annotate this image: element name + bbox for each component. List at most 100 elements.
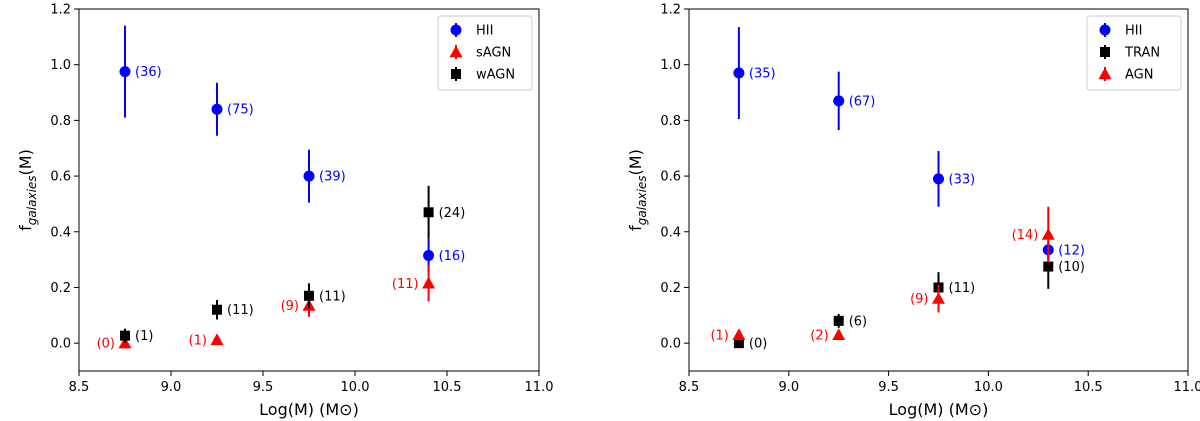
- data-point: [1041, 228, 1055, 240]
- x-tick-label: 8.5: [69, 380, 90, 395]
- x-axis-label: Log(M) (M⊙): [889, 400, 989, 419]
- legend-label-agn: AGN: [1125, 68, 1153, 83]
- x-tick-label: 9.5: [878, 380, 899, 395]
- legend-marker-hii: [450, 24, 462, 36]
- y-axis-label-sub: galaxies: [25, 175, 39, 225]
- y-tick-label: 0.0: [660, 337, 681, 352]
- data-label: (67): [849, 94, 876, 109]
- x-tick-label: 10.0: [341, 380, 370, 395]
- data-point: [833, 315, 844, 326]
- y-tick-label: 1.0: [660, 58, 681, 73]
- data-label: (11): [392, 277, 419, 292]
- data-label: (12): [1058, 243, 1085, 258]
- data-point: [304, 290, 314, 301]
- data-label: (36): [135, 65, 162, 80]
- y-tick-label: 0.6: [660, 170, 681, 185]
- data-label: (24): [439, 206, 466, 221]
- y-tick-label: 1.2: [660, 3, 681, 18]
- data-label: (39): [319, 170, 346, 185]
- y-tick-label: 0.4: [660, 225, 681, 240]
- y-tick-label: 0.2: [660, 281, 681, 296]
- x-tick-label: 11.0: [1174, 380, 1200, 395]
- legend: HII TRAN AGN: [1086, 15, 1182, 91]
- data-label: (10): [1058, 260, 1085, 275]
- data-point: [423, 249, 435, 261]
- x-tick-label: 11.0: [525, 380, 554, 395]
- data-point: [303, 170, 315, 182]
- data-point: [1043, 261, 1054, 272]
- x-axis-label: Log(M) (M⊙): [259, 400, 359, 419]
- data-point: [212, 304, 222, 315]
- x-tick-label: 9.0: [161, 380, 182, 395]
- legend-label-hii: HII: [1125, 24, 1142, 39]
- data-point: [933, 173, 944, 185]
- series-wagn: (1) (11) (11) (24): [120, 185, 466, 344]
- legend: HII sAGN wAGN: [437, 15, 533, 91]
- y-tick-label: 1.0: [50, 58, 71, 73]
- data-label: (75): [227, 103, 254, 118]
- data-point: [119, 66, 131, 78]
- x-tick-label: 9.0: [778, 380, 799, 395]
- y-axis-label-sub: galaxies: [635, 175, 649, 225]
- x-tick-label: 10.5: [433, 380, 462, 395]
- data-label: (33): [949, 172, 976, 187]
- legend-frame: [437, 15, 533, 91]
- data-label: (11): [319, 289, 346, 304]
- plot-frame: [78, 8, 540, 372]
- legend-marker-tran: [1100, 47, 1110, 57]
- x-tick-label: 8.5: [679, 380, 700, 395]
- legend-marker-agn: [1098, 67, 1112, 80]
- y-tick-label: 1.2: [50, 3, 71, 18]
- y-tick-label: 0.8: [660, 114, 681, 129]
- x-tick-label: 10.5: [1074, 380, 1103, 395]
- legend-label-wagn: wAGN: [476, 68, 515, 83]
- data-label: (16): [439, 249, 466, 264]
- y-tick-label: 0.6: [50, 170, 71, 185]
- plot-panel-1: 8.5 9.0 9.5 10.0 10.5 11.0 0.0 0.2 0.4 0.6 0.8 1.0 1…: [16, 3, 553, 420]
- data-point: [422, 276, 436, 289]
- data-point: [210, 333, 224, 346]
- y-tick-label: 0.8: [50, 114, 71, 129]
- legend-frame: [1086, 15, 1182, 91]
- legend-marker-wagn: [451, 69, 461, 79]
- y-axis-label-main: f: [16, 225, 35, 231]
- data-point: [833, 95, 845, 107]
- data-label: (9): [910, 292, 928, 307]
- y-axis-label-tail: (M): [626, 149, 645, 175]
- data-point: [423, 207, 434, 218]
- legend-label-sagn: sAGN: [476, 46, 511, 61]
- data-label: (1): [710, 328, 728, 343]
- y-axis-label: fgalaxies(M): [16, 149, 39, 231]
- y-tick-label: 0.4: [50, 225, 71, 240]
- data-label: (35): [749, 67, 776, 82]
- data-label: (1): [189, 333, 207, 348]
- data-label: (14): [1012, 228, 1039, 243]
- data-point: [733, 338, 744, 349]
- data-label: (0): [97, 337, 115, 352]
- data-point: [932, 292, 945, 304]
- x-tick-label: 10.0: [974, 380, 1003, 395]
- x-tick-label: 9.5: [253, 380, 274, 395]
- series-hii: (36) (75) (39) (16): [119, 25, 466, 273]
- data-label: (9): [281, 299, 299, 314]
- y-tick-label: 0.2: [50, 281, 71, 296]
- legend-marker-hii: [1099, 24, 1111, 36]
- data-label: (2): [810, 328, 828, 343]
- data-point: [211, 103, 223, 115]
- data-label: (0): [749, 337, 767, 352]
- plot-panel-2: 8.5 9.0 9.5 10.0 10.5 11.0 0.0 0.2 0.4 0.6 0.8 1.0 1…: [626, 3, 1200, 420]
- data-label: (11): [949, 281, 976, 296]
- y-axis-label-main: f: [626, 225, 645, 231]
- data-point: [732, 328, 746, 340]
- data-label: (1): [135, 329, 153, 344]
- series-hii: (35) (67) (33) (12): [733, 27, 1085, 258]
- plot-frame: [688, 8, 1189, 372]
- legend-label-tran: TRAN: [1124, 46, 1160, 61]
- data-point: [733, 67, 745, 79]
- y-axis-label-tail: (M): [16, 149, 35, 175]
- legend-marker-sagn: [449, 45, 463, 58]
- legend-label-hii: HII: [476, 24, 493, 39]
- series-agn: (1) (2) (9) (14): [710, 206, 1055, 343]
- data-label: (11): [227, 303, 254, 318]
